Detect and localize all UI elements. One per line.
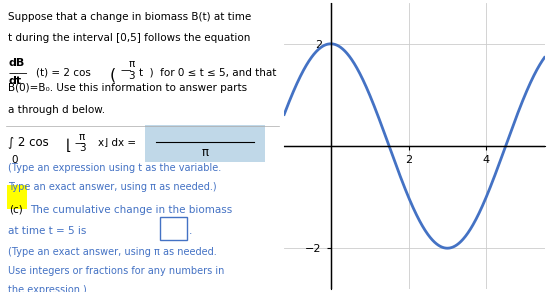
Text: 3: 3 bbox=[128, 71, 135, 81]
Text: π: π bbox=[128, 59, 134, 69]
Text: x⌋ dx =: x⌋ dx = bbox=[98, 138, 136, 148]
FancyBboxPatch shape bbox=[161, 217, 186, 240]
Text: ∫ 2 cos: ∫ 2 cos bbox=[8, 135, 49, 148]
Text: (t) = 2 cos: (t) = 2 cos bbox=[36, 67, 90, 77]
Text: .: . bbox=[189, 226, 192, 236]
Text: (Type an expression using t as the variable.: (Type an expression using t as the varia… bbox=[8, 163, 222, 173]
Text: ⌊: ⌊ bbox=[65, 138, 72, 153]
Text: Type an exact answer, using π as needed.): Type an exact answer, using π as needed.… bbox=[8, 182, 217, 192]
FancyBboxPatch shape bbox=[7, 185, 28, 209]
Text: dt: dt bbox=[8, 76, 21, 86]
Text: Suppose that a change in biomass B(t) at time: Suppose that a change in biomass B(t) at… bbox=[8, 11, 251, 22]
Text: (: ( bbox=[109, 67, 116, 82]
Text: —: — bbox=[120, 65, 131, 75]
Text: at time t = 5 is: at time t = 5 is bbox=[8, 226, 86, 236]
Text: π: π bbox=[201, 146, 208, 159]
Text: B(0)=B₀. Use this information to answer parts: B(0)=B₀. Use this information to answer … bbox=[8, 84, 248, 93]
Text: π: π bbox=[79, 132, 85, 142]
Text: Use integers or fractions for any numbers in: Use integers or fractions for any number… bbox=[8, 266, 224, 276]
Text: 0: 0 bbox=[11, 155, 18, 165]
Text: t  )  for 0 ≤ t ≤ 5, and that: t ) for 0 ≤ t ≤ 5, and that bbox=[140, 67, 277, 77]
Text: the expression.): the expression.) bbox=[8, 285, 87, 292]
Text: 3: 3 bbox=[79, 143, 85, 153]
Text: dB: dB bbox=[8, 58, 25, 68]
FancyBboxPatch shape bbox=[145, 125, 265, 162]
Text: —: — bbox=[74, 138, 85, 148]
Text: ——: —— bbox=[8, 68, 28, 78]
Text: t during the interval [0,5] follows the equation: t during the interval [0,5] follows the … bbox=[8, 33, 251, 43]
Text: a through d below.: a through d below. bbox=[8, 105, 106, 115]
Text: (c): (c) bbox=[9, 205, 23, 215]
Text: (Type an exact answer, using π as needed.: (Type an exact answer, using π as needed… bbox=[8, 246, 217, 256]
Text: The cumulative change in the biomass: The cumulative change in the biomass bbox=[30, 205, 232, 215]
